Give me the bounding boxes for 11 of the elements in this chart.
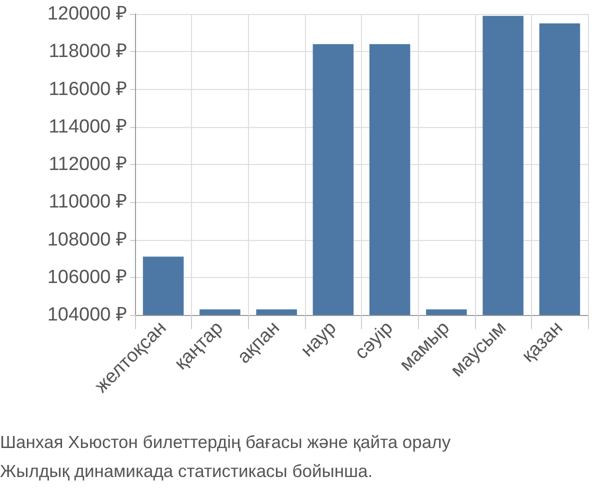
y-tick-label: 112000 ₽: [48, 154, 127, 175]
y-tick-label: 118000 ₽: [48, 41, 127, 62]
y-tick-label: 110000 ₽: [48, 192, 127, 213]
y-tick-label: 120000 ₽: [47, 4, 127, 24]
y-tick-label: 116000 ₽: [48, 78, 127, 100]
y-tick-label: 108000 ₽: [47, 229, 127, 250]
y-tick-label: 114000 ₽: [48, 116, 127, 138]
y-tick-label: 104000 ₽: [47, 304, 127, 326]
text: Жылдық динамикада статистикасы бойынша.: [0, 460, 374, 483]
y-tick-label: 106000 ₽: [47, 266, 127, 288]
text: Шанхая Хьюстон билеттердің бағасы және қайта оралу: [0, 431, 452, 454]
